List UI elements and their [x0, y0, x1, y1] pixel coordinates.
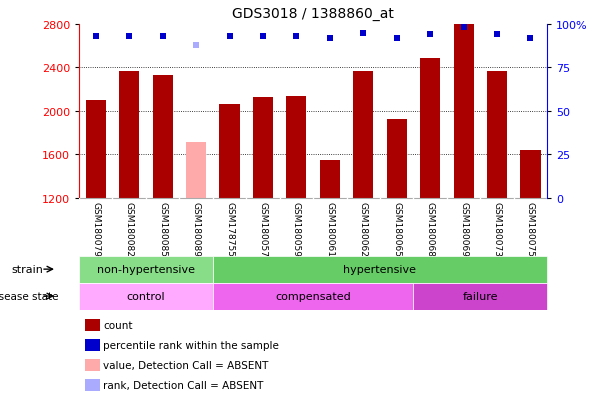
- Bar: [85, 359, 100, 372]
- Bar: [213, 256, 547, 283]
- Text: strain: strain: [12, 264, 44, 275]
- Bar: [353, 71, 373, 198]
- Bar: [387, 120, 407, 198]
- Text: control: control: [126, 291, 165, 301]
- Text: rank, Detection Call = ABSENT: rank, Detection Call = ABSENT: [103, 380, 264, 390]
- Title: GDS3018 / 1388860_at: GDS3018 / 1388860_at: [232, 7, 394, 21]
- Text: disease state: disease state: [0, 291, 58, 301]
- Bar: [487, 71, 507, 198]
- Text: GSM180075: GSM180075: [526, 201, 535, 256]
- Bar: [454, 25, 474, 198]
- Bar: [420, 58, 440, 198]
- Text: compensated: compensated: [275, 291, 351, 301]
- Bar: [253, 97, 273, 198]
- Text: GSM180059: GSM180059: [292, 201, 301, 256]
- Text: non-hypertensive: non-hypertensive: [97, 264, 195, 275]
- Text: hypertensive: hypertensive: [344, 264, 416, 275]
- Bar: [219, 105, 240, 198]
- Bar: [85, 339, 100, 351]
- Bar: [520, 150, 541, 198]
- Bar: [153, 76, 173, 198]
- Text: GSM180065: GSM180065: [392, 201, 401, 256]
- Text: value, Detection Call = ABSENT: value, Detection Call = ABSENT: [103, 360, 269, 370]
- Bar: [85, 379, 100, 392]
- Text: failure: failure: [463, 291, 498, 301]
- Bar: [286, 96, 306, 198]
- Text: GSM180069: GSM180069: [459, 201, 468, 256]
- Bar: [86, 101, 106, 198]
- Bar: [119, 71, 139, 198]
- Text: GSM178755: GSM178755: [225, 201, 234, 256]
- Text: GSM180061: GSM180061: [325, 201, 334, 256]
- Text: percentile rank within the sample: percentile rank within the sample: [103, 340, 279, 350]
- Text: GSM180085: GSM180085: [158, 201, 167, 256]
- Text: count: count: [103, 320, 133, 330]
- Bar: [413, 283, 547, 310]
- Bar: [85, 319, 100, 332]
- Text: GSM180079: GSM180079: [91, 201, 100, 256]
- Text: GSM180073: GSM180073: [492, 201, 502, 256]
- Text: GSM180062: GSM180062: [359, 201, 368, 256]
- Bar: [186, 143, 206, 198]
- Bar: [213, 283, 413, 310]
- Text: GSM180082: GSM180082: [125, 201, 134, 256]
- Text: GSM180068: GSM180068: [426, 201, 435, 256]
- Bar: [79, 283, 213, 310]
- Bar: [320, 160, 340, 198]
- Text: GSM180057: GSM180057: [258, 201, 268, 256]
- Bar: [79, 256, 213, 283]
- Text: GSM180089: GSM180089: [192, 201, 201, 256]
